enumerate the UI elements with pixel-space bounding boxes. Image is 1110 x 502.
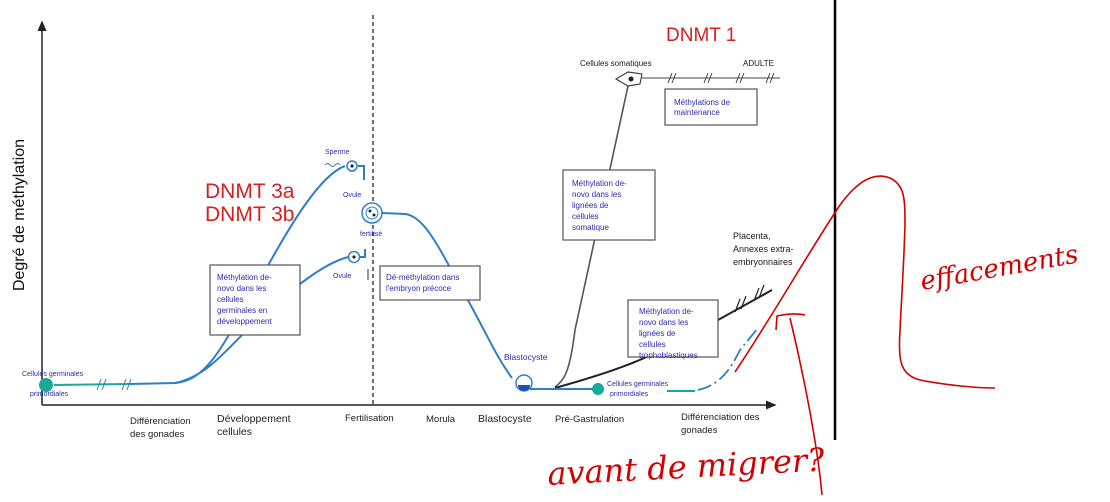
sperme-label: Sperme [325,149,350,156]
dnmt1-label: DNMT 1 [666,25,736,46]
adulte-label: ADULTE [743,59,774,68]
somatic-nucleus [628,76,634,82]
pgc-cell-left [39,378,53,392]
x-label-differenciation-right-2: gonades [681,425,718,436]
pgc-left-label-2: primordiales [30,391,69,398]
x-label-developpement-2: cellules [217,426,252,438]
sperm-nucleus [350,164,354,168]
adult-line [642,72,780,84]
box-text: novo dans les [217,284,266,293]
x-label-developpement: Développement [217,413,291,425]
box-text: l'embryon précoce [386,284,452,293]
box-maintenance [664,88,758,126]
box-text: lignées de [572,201,609,210]
break-marks [734,284,765,313]
box-text: trophoblastiques [639,351,698,360]
box-text: cellules [639,340,666,349]
handwritten-arrow [775,313,823,496]
ovule-bottom-label: Ovule [333,273,351,280]
box-text: maintenance [674,108,720,117]
pgc-cell-right [592,383,604,395]
box-somatic-methylation [562,169,656,241]
box-text: cellules [572,212,599,221]
sperm-drop [358,165,365,180]
fertilise-label: fertilisé [360,231,382,238]
box-text: Méthylation de- [639,307,694,316]
x-label-blastocyste: Blastocyste [478,413,532,425]
pgc-right-label-2: primordiales [610,391,649,398]
box-text: Méthylations de [674,98,731,107]
box-text: Méthylation de- [572,179,627,188]
pgc-left-label: Cellules germinales [22,371,84,378]
pgc-right-label: Cellules germinales [607,381,669,388]
placenta-label: Placenta, [733,231,771,241]
box-text: lignées de [639,329,676,338]
pronucleus [372,213,376,217]
ovule-rise [360,249,366,258]
placenta-label-3: embryonnaires [733,257,793,267]
x-label-differenciation-right: Différenciation des [681,412,760,423]
box-text: Méthylation de- [217,273,272,282]
x-label-differenciation: Différenciation [130,416,191,427]
box-text: développement [217,317,272,326]
x-label-morula: Morula [426,414,456,425]
fertilized-egg-inner [365,206,379,220]
pronucleus [368,209,372,213]
ovule-nucleus [352,255,356,259]
handwritten-bracket-stroke [734,175,996,389]
placenta-label-2: Annexes extra- [733,244,794,254]
gonad-remethylation-curve [697,327,759,391]
box-text: cellules [217,295,244,304]
box-germinal-methylation [209,264,301,336]
box-text: novo dans les [572,190,621,199]
break-marks [96,378,132,391]
pgc-line [53,383,131,386]
box-text: novo dans les [639,318,688,327]
cellules-somatiques-label: Cellules somatiques [580,59,652,68]
handwritten-question: avant de migrer? [546,440,826,493]
box-demethylation [379,265,481,301]
handwritten-effacements: effacements [918,240,1081,297]
x-label-differenciation-2: des gonades [130,429,185,440]
x-label-pre-gastrulation: Pré-Gastrulation [555,414,624,425]
dnmt3b-label: DNMT 3b [205,203,294,226]
y-axis-label: Degré de méthylation [11,139,28,291]
box-trophoblast-methylation [627,299,719,358]
box-text: somatique [572,223,609,232]
box-text: Dé-méthylation dans [386,273,459,282]
inner-cell-mass [518,385,530,391]
somatic-methylation-line [554,85,629,388]
x-label-fertilisation: Fertilisation [345,413,394,424]
ovule-top-label: Ovule [343,192,361,199]
box-text: germinales en [217,306,267,315]
sperm-tail [324,163,341,167]
dnmt3a-label: DNMT 3a [205,180,295,203]
blastocyste-label: Blastocyste [504,352,548,362]
